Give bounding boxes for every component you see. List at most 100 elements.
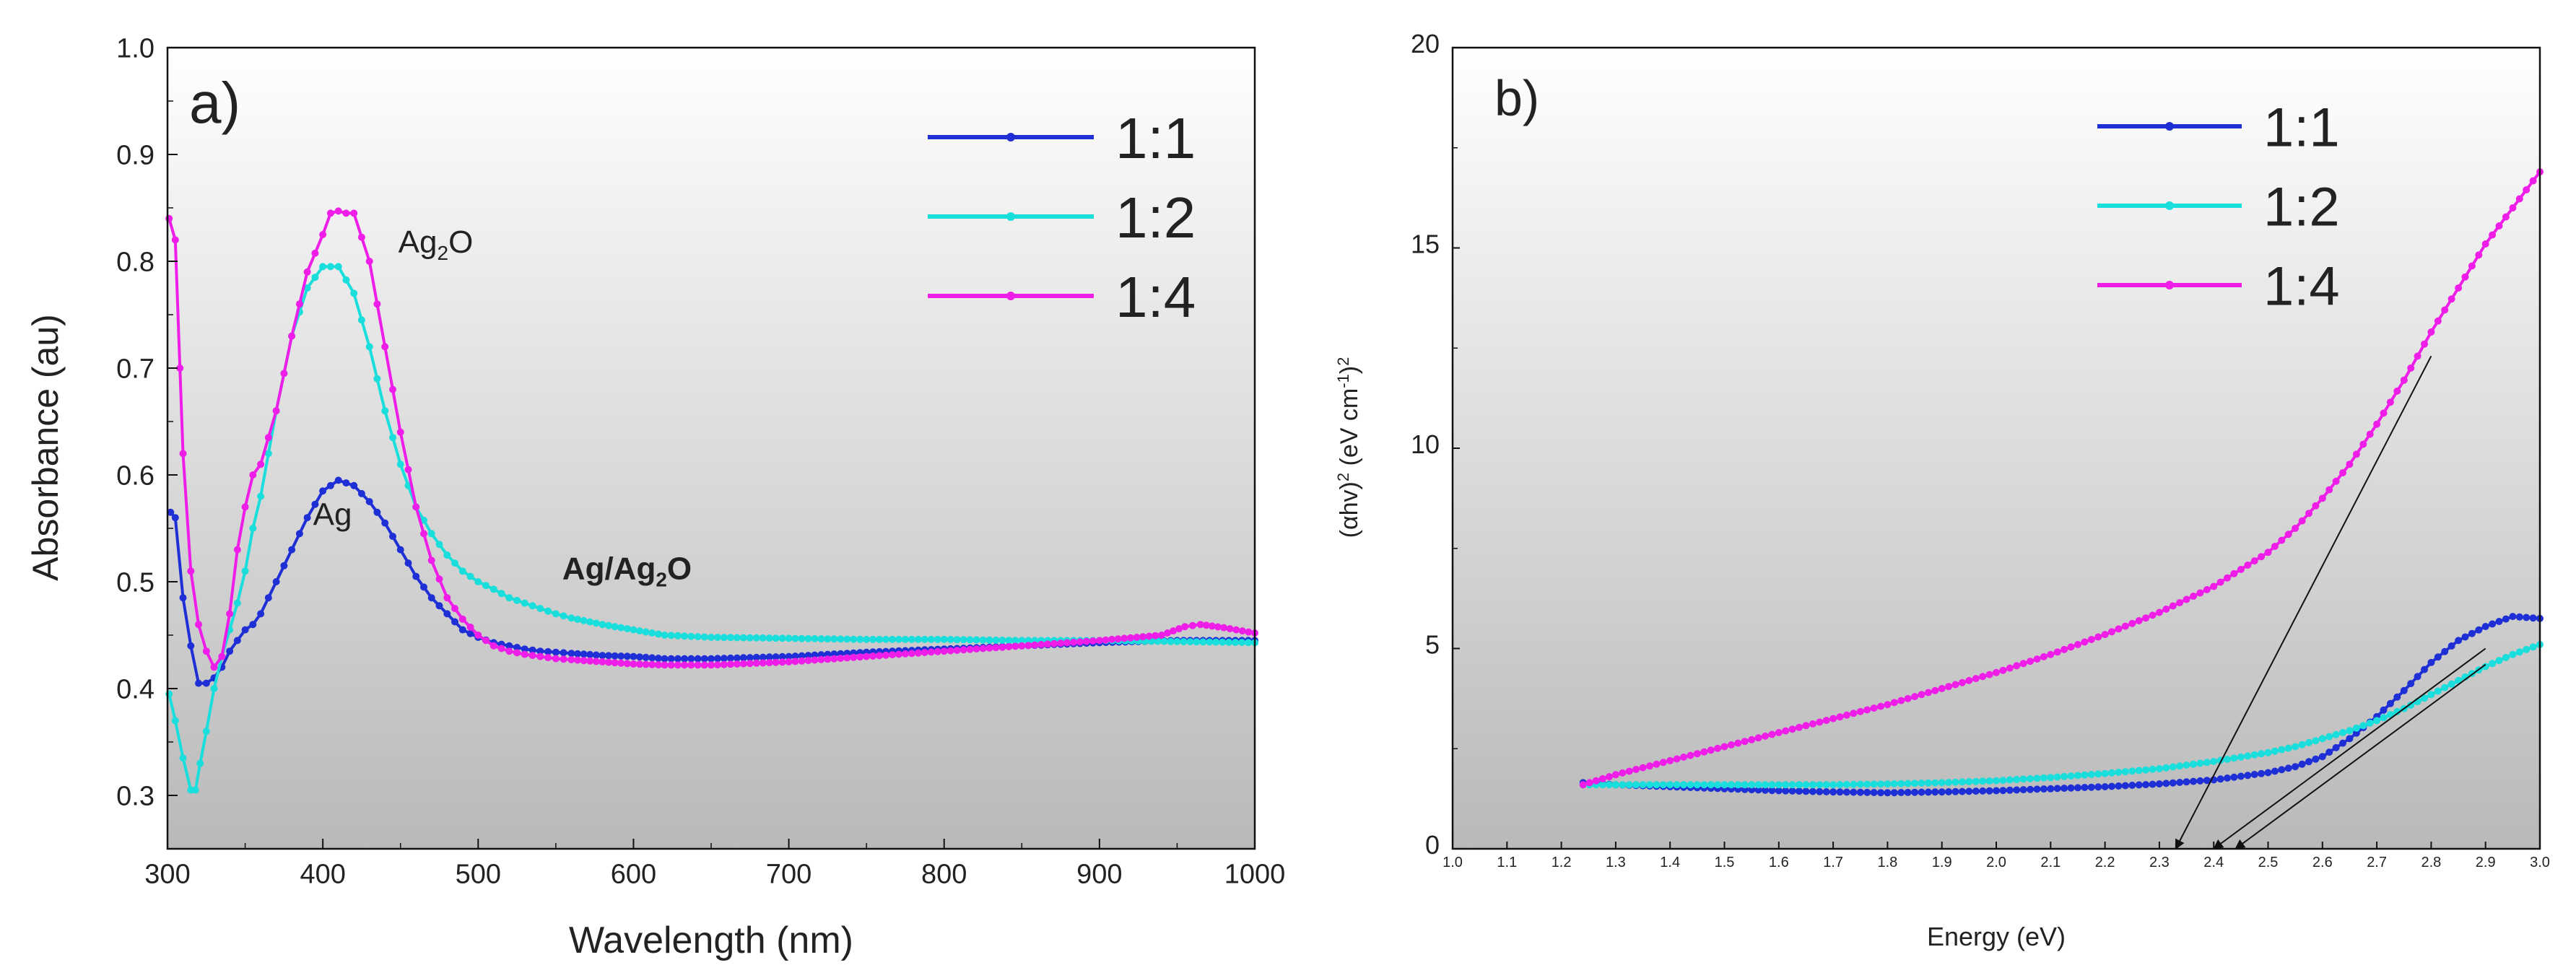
data-point (513, 596, 521, 604)
data-point (2027, 785, 2035, 793)
data-point (674, 632, 682, 639)
data-point (1625, 781, 1633, 789)
data-point (2047, 774, 2055, 782)
data-point (1005, 637, 1013, 645)
data-point (2183, 778, 2190, 786)
data-point (2169, 602, 2177, 610)
data-point (733, 660, 741, 668)
data-point (1619, 769, 1627, 777)
data-point (536, 605, 544, 612)
data-point (804, 657, 812, 665)
data-point (979, 636, 987, 644)
data-point (1782, 787, 1790, 795)
data-point (2101, 769, 2109, 777)
data-point (2094, 633, 2102, 641)
data-point (1809, 781, 1816, 789)
data-point (739, 634, 747, 642)
data-point (2509, 650, 2517, 658)
data-point (630, 660, 638, 668)
data-point (2006, 664, 2014, 672)
data-point (1842, 780, 1850, 788)
data-point (2318, 753, 2326, 761)
data-point (381, 519, 389, 527)
data-point (1999, 777, 2007, 785)
data-point (1611, 781, 1619, 789)
data-point (1598, 781, 1606, 789)
y-tick-label: 20 (1411, 29, 1440, 58)
data-point (165, 214, 173, 222)
data-point (1951, 787, 1959, 795)
data-point (1673, 755, 1681, 763)
data-point (2278, 746, 2286, 754)
data-point (2305, 510, 2312, 518)
data-point (2176, 762, 2184, 770)
data-point (396, 546, 404, 554)
data-point (2053, 773, 2061, 781)
data-point (804, 634, 812, 642)
data-point (843, 654, 851, 662)
data-point (326, 263, 334, 271)
data-point (218, 652, 226, 660)
data-point (1754, 734, 1762, 742)
data-point (396, 460, 404, 468)
data-point (2196, 589, 2204, 597)
data-point (2523, 645, 2531, 653)
data-point (960, 646, 967, 654)
legend-marker (1006, 212, 1015, 221)
data-point (489, 585, 497, 593)
legend-item: 1:1 (2097, 97, 2340, 158)
data-point (2216, 775, 2224, 783)
data-point (357, 489, 365, 497)
data-point (1979, 777, 1987, 785)
data-point (739, 660, 747, 668)
data-point (505, 647, 513, 655)
data-point (373, 375, 381, 383)
data-point (1918, 788, 1926, 796)
data-point (2162, 780, 2170, 787)
x-tick-label: 2.9 (2476, 855, 2496, 870)
data-point (811, 656, 819, 664)
data-point (1167, 637, 1175, 645)
data-point (1114, 635, 1122, 643)
data-point (1829, 781, 1837, 789)
data-point (2210, 758, 2218, 765)
data-point (505, 642, 513, 650)
data-point (733, 654, 741, 662)
panel-b-y-axis-title: (αhv)2 (eV cm-1)2 (1334, 357, 1363, 538)
data-point (2033, 655, 2041, 663)
data-point (1063, 639, 1071, 647)
data-point (617, 659, 625, 667)
data-point (2237, 753, 2245, 761)
y-tick-label: 10 (1411, 429, 1440, 459)
data-point (1202, 621, 1210, 629)
data-point (326, 481, 334, 489)
data-point (2230, 569, 2238, 577)
data-point (1687, 751, 1694, 759)
data-point (708, 661, 715, 669)
legend-item: 1:4 (928, 265, 1196, 329)
data-point (785, 652, 793, 660)
data-point (1089, 637, 1097, 645)
data-point (1748, 786, 1756, 794)
data-point (2190, 593, 2197, 600)
data-point (2346, 735, 2354, 743)
data-point (1993, 777, 2000, 785)
x-tick-label: 1.2 (1552, 855, 1572, 870)
y-tick-label: 1.0 (116, 34, 155, 64)
data-point (2047, 650, 2055, 658)
data-point (2441, 684, 2449, 691)
data-point (2298, 517, 2306, 525)
data-point (1897, 697, 1905, 704)
data-point (674, 655, 682, 663)
data-point (435, 602, 443, 610)
data-point (746, 654, 754, 662)
y-tick-label: 0.6 (116, 461, 155, 492)
data-point (2155, 765, 2163, 772)
data-point (2135, 781, 2143, 789)
data-point (202, 647, 210, 655)
data-point (1856, 788, 1864, 796)
data-point (1850, 710, 1858, 717)
data-point (667, 655, 675, 663)
data-point (2053, 785, 2061, 793)
data-point (466, 623, 474, 631)
